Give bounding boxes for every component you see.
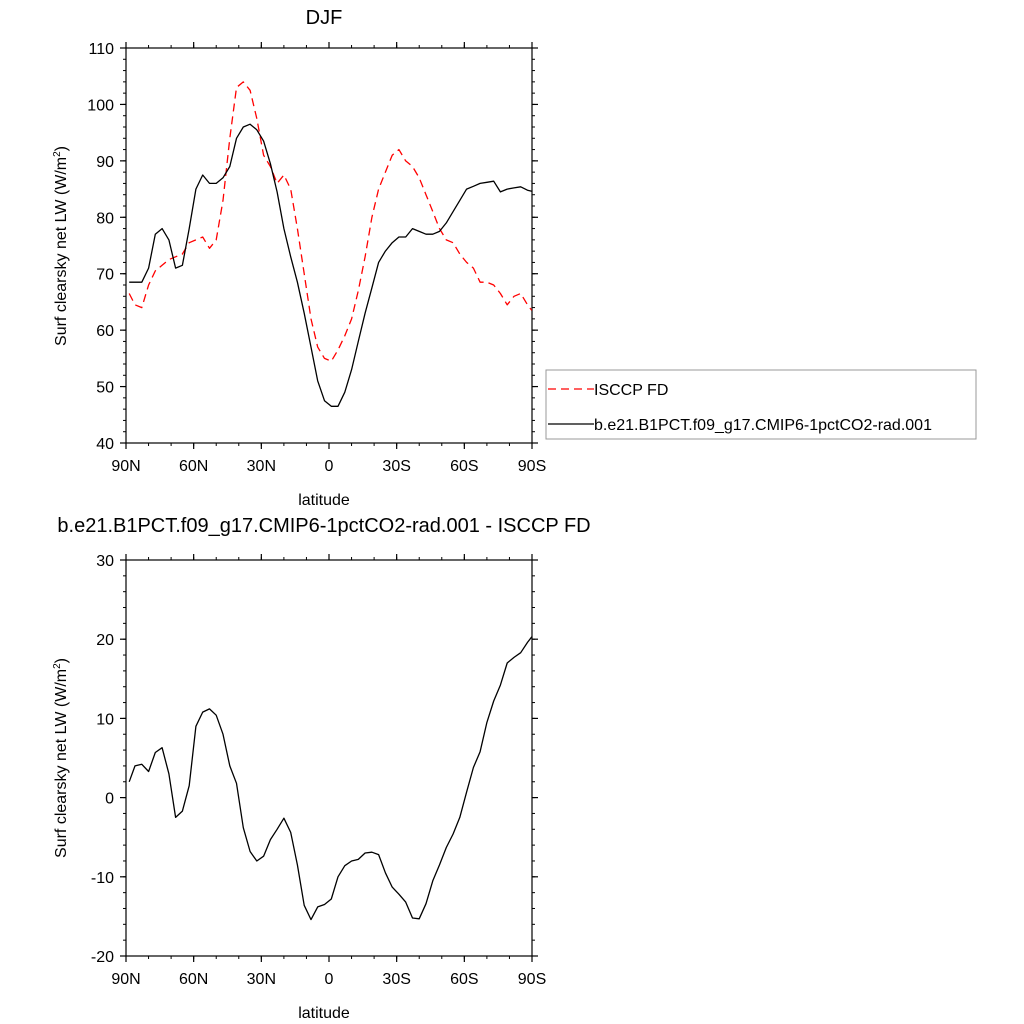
difference-y-tick-label: 0: [105, 791, 114, 808]
djf-legend: ISCCP FD b.e21.B1PCT.f09_g17.CMIP6-1pctC…: [545, 369, 977, 440]
djf-chart-panel: DJF 40 50 60 70 80 90 100 110 90N 60N 30N 0 30S 60S 9…: [52, 7, 977, 509]
djf-x-axis-label: latitude: [298, 492, 350, 509]
djf-y-tick-label: 60: [96, 323, 114, 340]
difference-x-tick-label: 90N: [111, 971, 140, 988]
djf-y-tick-label: 70: [96, 267, 114, 284]
djf-x-tick-label: 60N: [179, 458, 208, 475]
difference-chart-panel: b.e21.B1PCT.f09_g17.CMIP6-1pctCO2-rad.00…: [52, 515, 591, 1022]
djf-y-tick-label: 110: [88, 41, 114, 58]
difference-x-tick-label: 30N: [247, 971, 276, 988]
djf-y-axis-label: Surf clearsky net LW (W/m2): [52, 146, 70, 346]
difference-x-axis-label: latitude: [298, 1005, 350, 1022]
difference-x-tick-label: 90S: [518, 971, 546, 988]
djf-x-tick-label: 30N: [247, 458, 276, 475]
djf-chart-title: DJF: [306, 7, 343, 29]
djf-x-tick-label: 60S: [450, 458, 478, 475]
djf-series-line-isccp: [128, 81, 533, 362]
djf-y-tick-label: 50: [96, 380, 114, 397]
difference-chart-title: b.e21.B1PCT.f09_g17.CMIP6-1pctCO2-rad.00…: [57, 515, 590, 537]
djf-x-tick-label: 0: [325, 458, 334, 475]
difference-series-line-difference: [128, 636, 533, 921]
difference-y-tick-label: 20: [96, 632, 114, 649]
difference-x-tick-label: 30S: [382, 971, 410, 988]
djf-y-tick-label: 80: [96, 210, 114, 227]
djf-plot-frame: [125, 47, 533, 444]
djf-y-tick-label: 100: [87, 97, 114, 114]
djf-x-tick-label: 90S: [518, 458, 546, 475]
difference-x-tick-label: 0: [325, 971, 334, 988]
difference-y-tick-label: 10: [96, 711, 114, 728]
legend-box: [545, 369, 977, 440]
djf-x-tick-label: 30S: [382, 458, 410, 475]
djf-y-tick-label: 40: [96, 436, 114, 453]
legend-label-model: b.e21.B1PCT.f09_g17.CMIP6-1pctCO2-rad.00…: [594, 417, 932, 434]
difference-x-tick-label: 60N: [179, 971, 208, 988]
difference-y-tick-label: -20: [91, 949, 114, 966]
difference-y-tick-label: 30: [96, 553, 114, 570]
difference-y-tick-label: -10: [91, 870, 114, 887]
legend-label-isccp: ISCCP FD: [594, 382, 668, 399]
djf-series-line-model: [129, 123, 532, 407]
difference-plot-frame: [125, 559, 533, 957]
difference-y-axis-label: Surf clearsky net LW (W/m2): [52, 658, 70, 858]
djf-x-tick-label: 90N: [111, 458, 140, 475]
difference-x-tick-label: 60S: [450, 971, 478, 988]
djf-y-tick-label: 90: [96, 154, 114, 171]
